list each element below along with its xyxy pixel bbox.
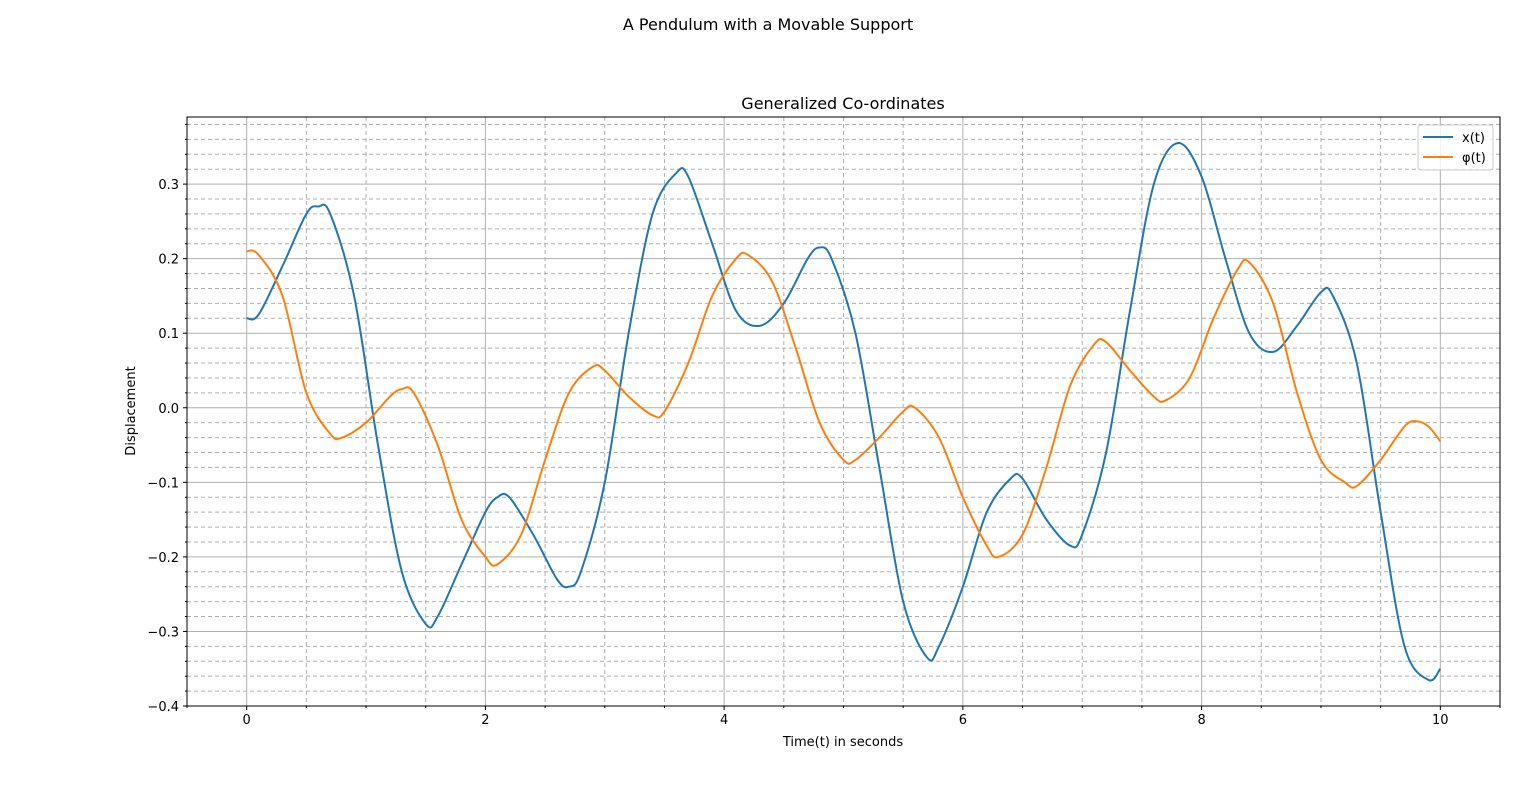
chart-title: Generalized Co-ordinates [741,94,944,113]
figure-suptitle: A Pendulum with a Movable Support [623,15,913,34]
y-tick-label: −0.1 [147,476,179,491]
series-line-phi [246,249,1442,567]
x-tick-label: 10 [1432,713,1449,728]
y-tick-label: 0.0 [158,402,179,417]
x-tick-label: 2 [481,713,489,728]
y-tick-label: −0.2 [147,551,179,566]
y-axis-ticks: −0.4 −0.3 −0.2 −0.1 0.0 0.1 0.2 0.3 [147,123,187,715]
y-tick-label: 0.3 [158,178,179,193]
x-tick-label: 6 [959,713,967,728]
y-axis-label: Displacement [124,366,139,455]
x-tick-label: 4 [720,713,728,728]
minor-grid [186,117,1501,706]
y-tick-label: 0.1 [158,327,179,342]
x-tick-label: 0 [243,713,251,728]
legend: x(t) φ(t) [1417,124,1494,171]
y-tick-label: 0.2 [158,253,179,268]
legend-label-phi: φ(t) [1462,151,1486,166]
legend-label-x: x(t) [1462,131,1485,146]
series-line-x [246,142,1442,682]
x-axis-label: Time(t) in seconds [782,735,904,750]
series-layer [246,142,1442,682]
y-tick-label: −0.3 [147,625,179,640]
x-axis-ticks: 0 2 4 6 8 10 [186,706,1501,728]
y-tick-label: −0.4 [147,700,179,715]
x-tick-label: 8 [1197,713,1205,728]
